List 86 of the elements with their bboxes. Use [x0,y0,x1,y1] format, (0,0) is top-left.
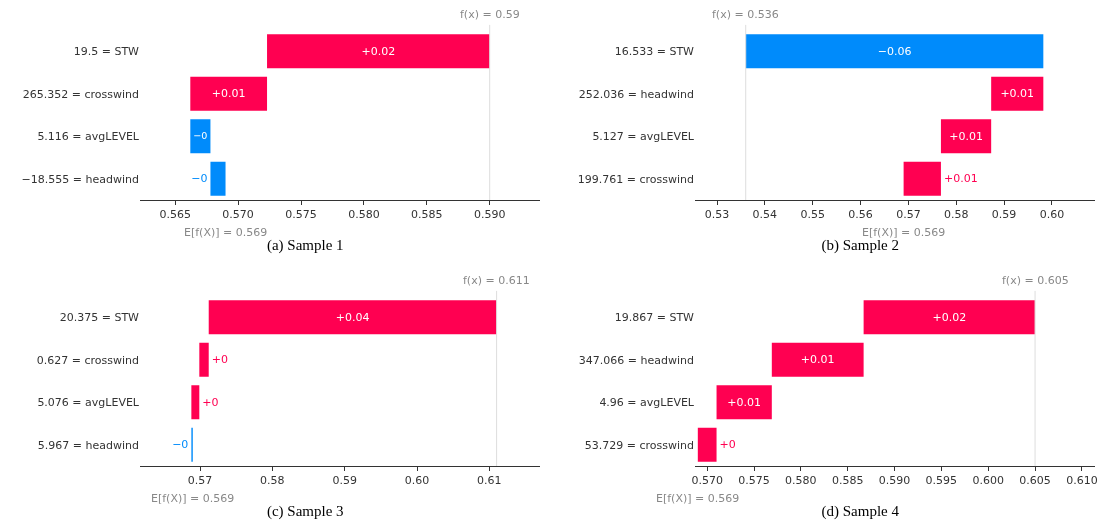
data-label: +0.01 [943,172,978,186]
y-tick-label: 19.867 = STW [614,311,695,325]
y-tick-label: 53.729 = crosswind [584,438,694,452]
ref-line-label: f(x) = 0.605 [1002,274,1069,287]
bar [863,300,1036,335]
x-tick-label: 0.590 [878,474,911,488]
y-tick-label: 347.066 = headwind [578,353,694,367]
y-tick-label: 265.352 = crosswind [22,87,139,101]
bar [903,161,941,196]
y-tick-label: 0.627 = crosswind [36,353,139,367]
x-tick-label: 0.570 [691,474,723,488]
bar [199,342,209,377]
data-label: +0 [202,395,219,409]
x-tick-label: 0.575 [738,474,770,488]
x-tick-label: 0.585 [831,474,864,488]
text: E[f(X)] = 0.569 [862,226,946,239]
text: (c) Sample 3 [266,502,344,520]
x-tick-label: 0.565 [159,208,191,222]
x-tick-label: 0.590 [473,208,506,222]
data-label: +0.01 [800,353,835,367]
data-label: +0.01 [727,395,762,409]
x-tick-label: 0.60 [1039,208,1065,222]
y-tick-label: 5.127 = avgLEVEL [592,130,695,144]
data-label: +0.02 [932,310,967,324]
data-label: +0.01 [1000,87,1035,101]
y-tick-label: 4.96 = avgLEVEL [599,396,695,410]
x-tick-label: 0.585 [411,208,443,222]
x-tick-label: 0.605 [1019,474,1051,488]
text: (a) Sample 1 [266,236,344,254]
data-label: +0 [211,353,228,367]
x-tick-label: 0.575 [285,208,317,222]
bar [745,34,1044,69]
bar [771,342,864,377]
data-label: −0.06 [877,44,912,58]
y-tick-label: 5.967 = headwind [37,438,139,452]
ref-line-label: f(x) = 0.536 [712,8,779,21]
ref-line-label: f(x) = 0.611 [463,274,530,287]
data-label: +0.01 [211,87,246,101]
data-label: −0 [191,172,208,186]
bar [940,119,992,154]
x-tick-label: 0.59 [991,208,1017,222]
x-tick-label: 0.58 [943,208,969,222]
x-tick-label: 0.600 [972,474,1004,488]
data-label: +0 [719,438,736,452]
x-tick-label: 0.55 [800,208,825,222]
x-tick-label: 0.57 [896,208,921,222]
x-tick-label: 0.580 [785,474,817,488]
y-tick-label: 19.5 = STW [73,45,140,59]
y-tick-label: 252.036 = headwind [578,87,694,101]
x-tick-label: 0.58 [260,474,285,488]
data-label: +0.02 [361,44,396,58]
x-tick-label: 0.54 [752,208,778,222]
bar [267,34,490,69]
bar [190,119,211,154]
x-tick-label: 0.59 [332,474,357,488]
data-label: +0.04 [335,310,370,324]
x-tick-label: 0.570 [222,208,254,222]
bar [208,300,497,335]
x-tick-label: 0.57 [187,474,213,488]
bar [697,427,717,462]
data-label: −0 [193,130,208,142]
ref-line-label: f(x) = 0.59 [460,8,520,21]
text: E[f(X)] = 0.569 [151,492,235,505]
y-tick-label: 16.533 = STW [614,45,695,59]
bar [191,385,200,420]
x-tick-label: 0.56 [848,208,873,222]
x-tick-label: 0.60 [404,474,430,488]
bar [190,76,268,111]
y-tick-label: −18.555 = headwind [21,172,139,186]
text: (d) Sample 4 [821,502,900,520]
text: E[f(X)] = 0.569 [184,226,268,239]
x-tick-label: 0.61 [477,474,502,488]
data-label: −0 [172,438,189,452]
bar [210,161,226,196]
y-tick-label: 5.076 = avgLEVEL [37,396,140,410]
x-tick-label: 0.580 [348,208,380,222]
data-label: +0.01 [949,129,983,143]
y-tick-label: 20.375 = STW [59,311,140,325]
x-tick-label: 0.53 [704,208,730,222]
bar [991,76,1044,111]
y-tick-label: 199.761 = crosswind [577,172,694,186]
bar [716,385,772,420]
x-tick-label: 0.595 [925,474,958,488]
text: E[f(X)] = 0.569 [656,492,740,505]
x-tick-label: 0.610 [1066,474,1098,488]
y-tick-label: 5.116 = avgLEVEL [37,130,140,144]
